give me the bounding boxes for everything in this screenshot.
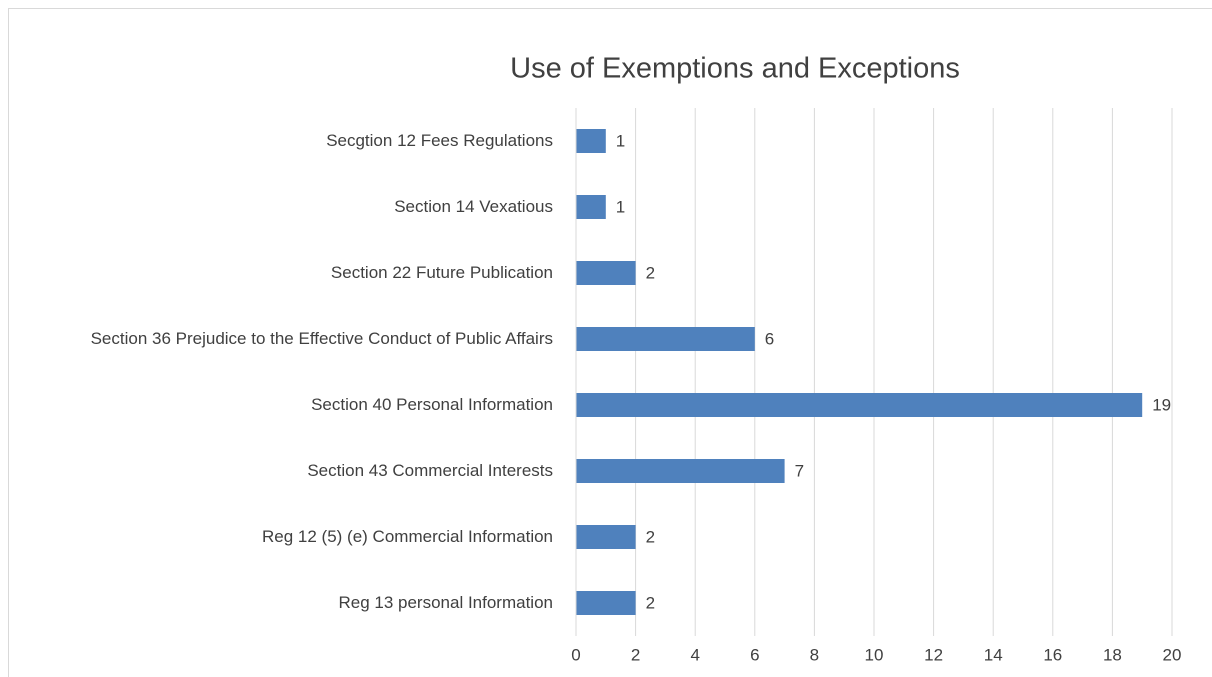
x-tick-label: 18 — [1103, 645, 1122, 664]
data-label: 19 — [1152, 395, 1171, 414]
data-label: 7 — [795, 461, 804, 480]
x-tick-label: 0 — [571, 645, 580, 664]
bar — [576, 129, 606, 153]
bar — [576, 327, 755, 351]
bar — [576, 261, 636, 285]
data-label: 6 — [765, 329, 774, 348]
x-tick-label: 4 — [690, 645, 699, 664]
x-tick-label: 16 — [1043, 645, 1062, 664]
data-label: 2 — [646, 593, 655, 612]
x-tick-label: 14 — [984, 645, 1003, 664]
y-tick-label: Section 43 Commercial Interests — [307, 461, 553, 480]
bar — [576, 195, 606, 219]
y-tick-label: Section 36 Prejudice to the Effective Co… — [90, 329, 553, 348]
y-tick-label: Reg 12 (5) (e) Commercial Information — [262, 527, 553, 546]
bar — [576, 459, 785, 483]
x-tick-label: 8 — [810, 645, 819, 664]
bar — [576, 591, 636, 615]
y-tick-label: Reg 13 personal Information — [338, 593, 553, 612]
data-label: 1 — [616, 131, 625, 150]
x-tick-label: 20 — [1163, 645, 1182, 664]
bar — [576, 393, 1143, 417]
y-tick-label: Section 40 Personal Information — [311, 395, 553, 414]
y-tick-label: Section 22 Future Publication — [330, 263, 553, 282]
y-tick-label: Secgtion 12 Fees Regulations — [326, 131, 553, 150]
chart-border — [8, 8, 1212, 677]
data-label: 1 — [616, 197, 625, 216]
bar — [576, 525, 636, 549]
data-label: 2 — [646, 263, 655, 282]
chart-title: Use of Exemptions and Exceptions — [510, 53, 960, 85]
x-tick-label: 10 — [865, 645, 884, 664]
x-tick-label: 12 — [924, 645, 943, 664]
y-tick-label: Section 14 Vexatious — [394, 197, 553, 216]
x-tick-label: 6 — [750, 645, 759, 664]
data-label: 2 — [646, 527, 655, 546]
x-tick-label: 2 — [631, 645, 640, 664]
